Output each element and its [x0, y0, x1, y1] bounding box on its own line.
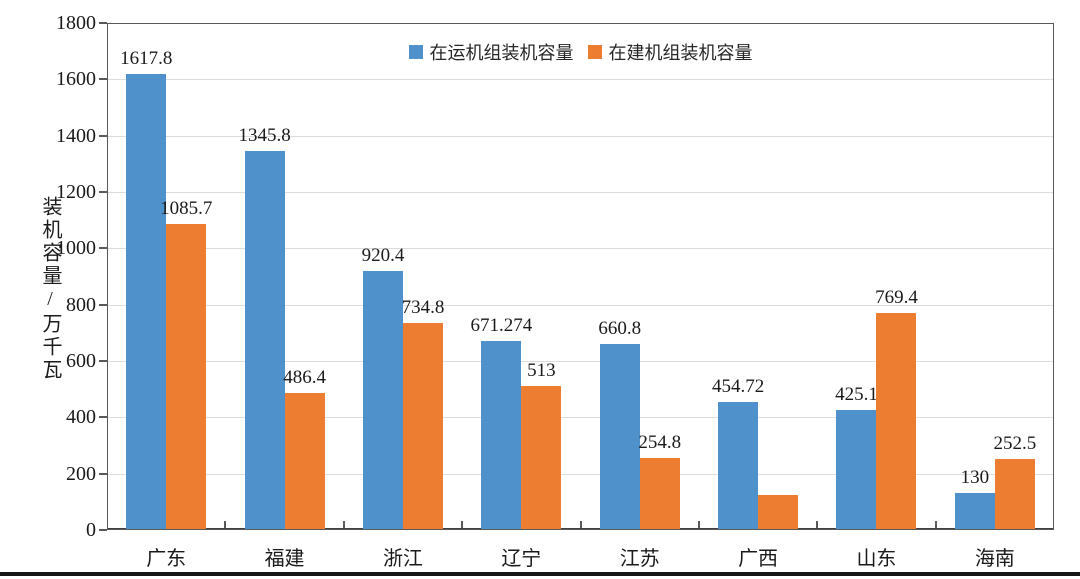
x-category-label: 广东: [146, 548, 187, 570]
bar-operating: [954, 493, 995, 530]
bar-value-label: 425.1: [835, 384, 878, 406]
bar-operating: [599, 343, 640, 530]
legend-item: 在运机组装机容量: [408, 39, 574, 65]
bar-value-label: 920.4: [361, 244, 405, 266]
bar-value-label: 130: [960, 467, 990, 489]
bar-value-label: 769.4: [875, 287, 918, 309]
bar-under-construction: [402, 323, 443, 530]
legend-swatch: [408, 45, 423, 59]
x-tick-mark: [697, 521, 700, 529]
bar-value-label: 486.4: [283, 367, 326, 388]
bar-value-label: 254.8: [638, 432, 682, 454]
y-axis-title: 装机容量/万千瓦: [39, 196, 61, 382]
bar-value-label: 660.8: [598, 317, 642, 339]
x-tick-mark: [579, 521, 582, 529]
bar-operating: [718, 401, 759, 530]
legend-item: 在建机组装机容量: [587, 39, 753, 65]
bar-value-label: 671.274: [470, 314, 533, 336]
x-tick-mark: [461, 521, 464, 529]
gridline: [107, 417, 1054, 419]
bar-under-construction: [521, 385, 562, 530]
y-tick-label: 400: [66, 406, 96, 429]
y-tick-label: 600: [66, 350, 96, 372]
bar-value-label: 1085.7: [160, 198, 213, 220]
y-tick-mark: [99, 472, 107, 475]
bar-value-label: 252.5: [993, 432, 1037, 454]
legend-label: 在运机组装机容量: [429, 43, 574, 63]
x-category-label: 福建: [264, 548, 305, 570]
gridline: [107, 135, 1054, 137]
bar-under-construction: [876, 313, 917, 530]
bar-operating: [126, 74, 167, 530]
x-category-label: 山东: [856, 548, 897, 570]
bar-operating: [836, 410, 877, 530]
x-tick-mark: [934, 521, 937, 529]
bar-operating: [481, 340, 522, 530]
y-tick-mark: [99, 247, 107, 250]
y-tick-label: 200: [66, 462, 96, 485]
legend-label: 在建机组装机容量: [608, 43, 753, 63]
legend: 在运机组装机容量 在建机组装机容量: [107, 39, 1054, 65]
y-tick-label: 0: [86, 519, 96, 541]
y-tick-label: 1000: [56, 237, 96, 260]
bar-operating: [244, 150, 285, 530]
x-tick-mark: [224, 521, 227, 529]
gridline: [107, 361, 1054, 362]
gridline: [107, 473, 1054, 475]
y-tick-mark: [99, 416, 107, 419]
y-tick-label: 1800: [56, 12, 96, 34]
bar-value-label: 734.8: [401, 297, 445, 319]
gridline: [107, 79, 1054, 81]
x-category-label: 辽宁: [501, 548, 542, 570]
y-tick-mark: [99, 78, 107, 81]
gridline: [107, 248, 1054, 250]
bar-value-label: 454.72: [711, 375, 765, 397]
x-category-label: 浙江: [382, 548, 423, 570]
gridline: [107, 192, 1054, 193]
bar-under-construction: [758, 494, 799, 530]
y-tick-mark: [99, 191, 107, 193]
y-tick-mark: [99, 22, 107, 24]
y-tick-mark: [99, 360, 107, 362]
x-category-label: 江苏: [619, 548, 660, 570]
y-tick-mark: [99, 134, 107, 137]
bar-under-construction: [994, 458, 1035, 530]
y-tick-label: 1400: [56, 124, 96, 147]
bar-value-label: 1617.8: [120, 48, 173, 70]
bar-under-construction: [639, 458, 680, 530]
y-tick-label: 1200: [56, 181, 96, 203]
gridline: [107, 304, 1054, 306]
y-tick-mark: [99, 303, 107, 306]
x-tick-mark: [816, 521, 819, 529]
bar-value-label: 513: [527, 359, 556, 381]
bar-under-construction: [166, 224, 207, 530]
bar-operating: [362, 270, 403, 530]
bar-under-construction: [284, 393, 325, 530]
bottom-border: [0, 572, 1080, 576]
y-tick-label: 1600: [56, 68, 96, 91]
bar-value-label: 1345.8: [238, 124, 291, 146]
x-category-label: 海南: [974, 548, 1015, 570]
y-tick-mark: [99, 529, 107, 531]
y-tick-label: 800: [66, 293, 96, 316]
x-tick-mark: [342, 521, 345, 529]
plot-area: 1617.8 1085.7 1345.8 486.4 920.4 734.8 671.274…: [107, 23, 1054, 530]
legend-swatch: [587, 45, 602, 59]
x-category-label: 广西: [738, 548, 779, 570]
